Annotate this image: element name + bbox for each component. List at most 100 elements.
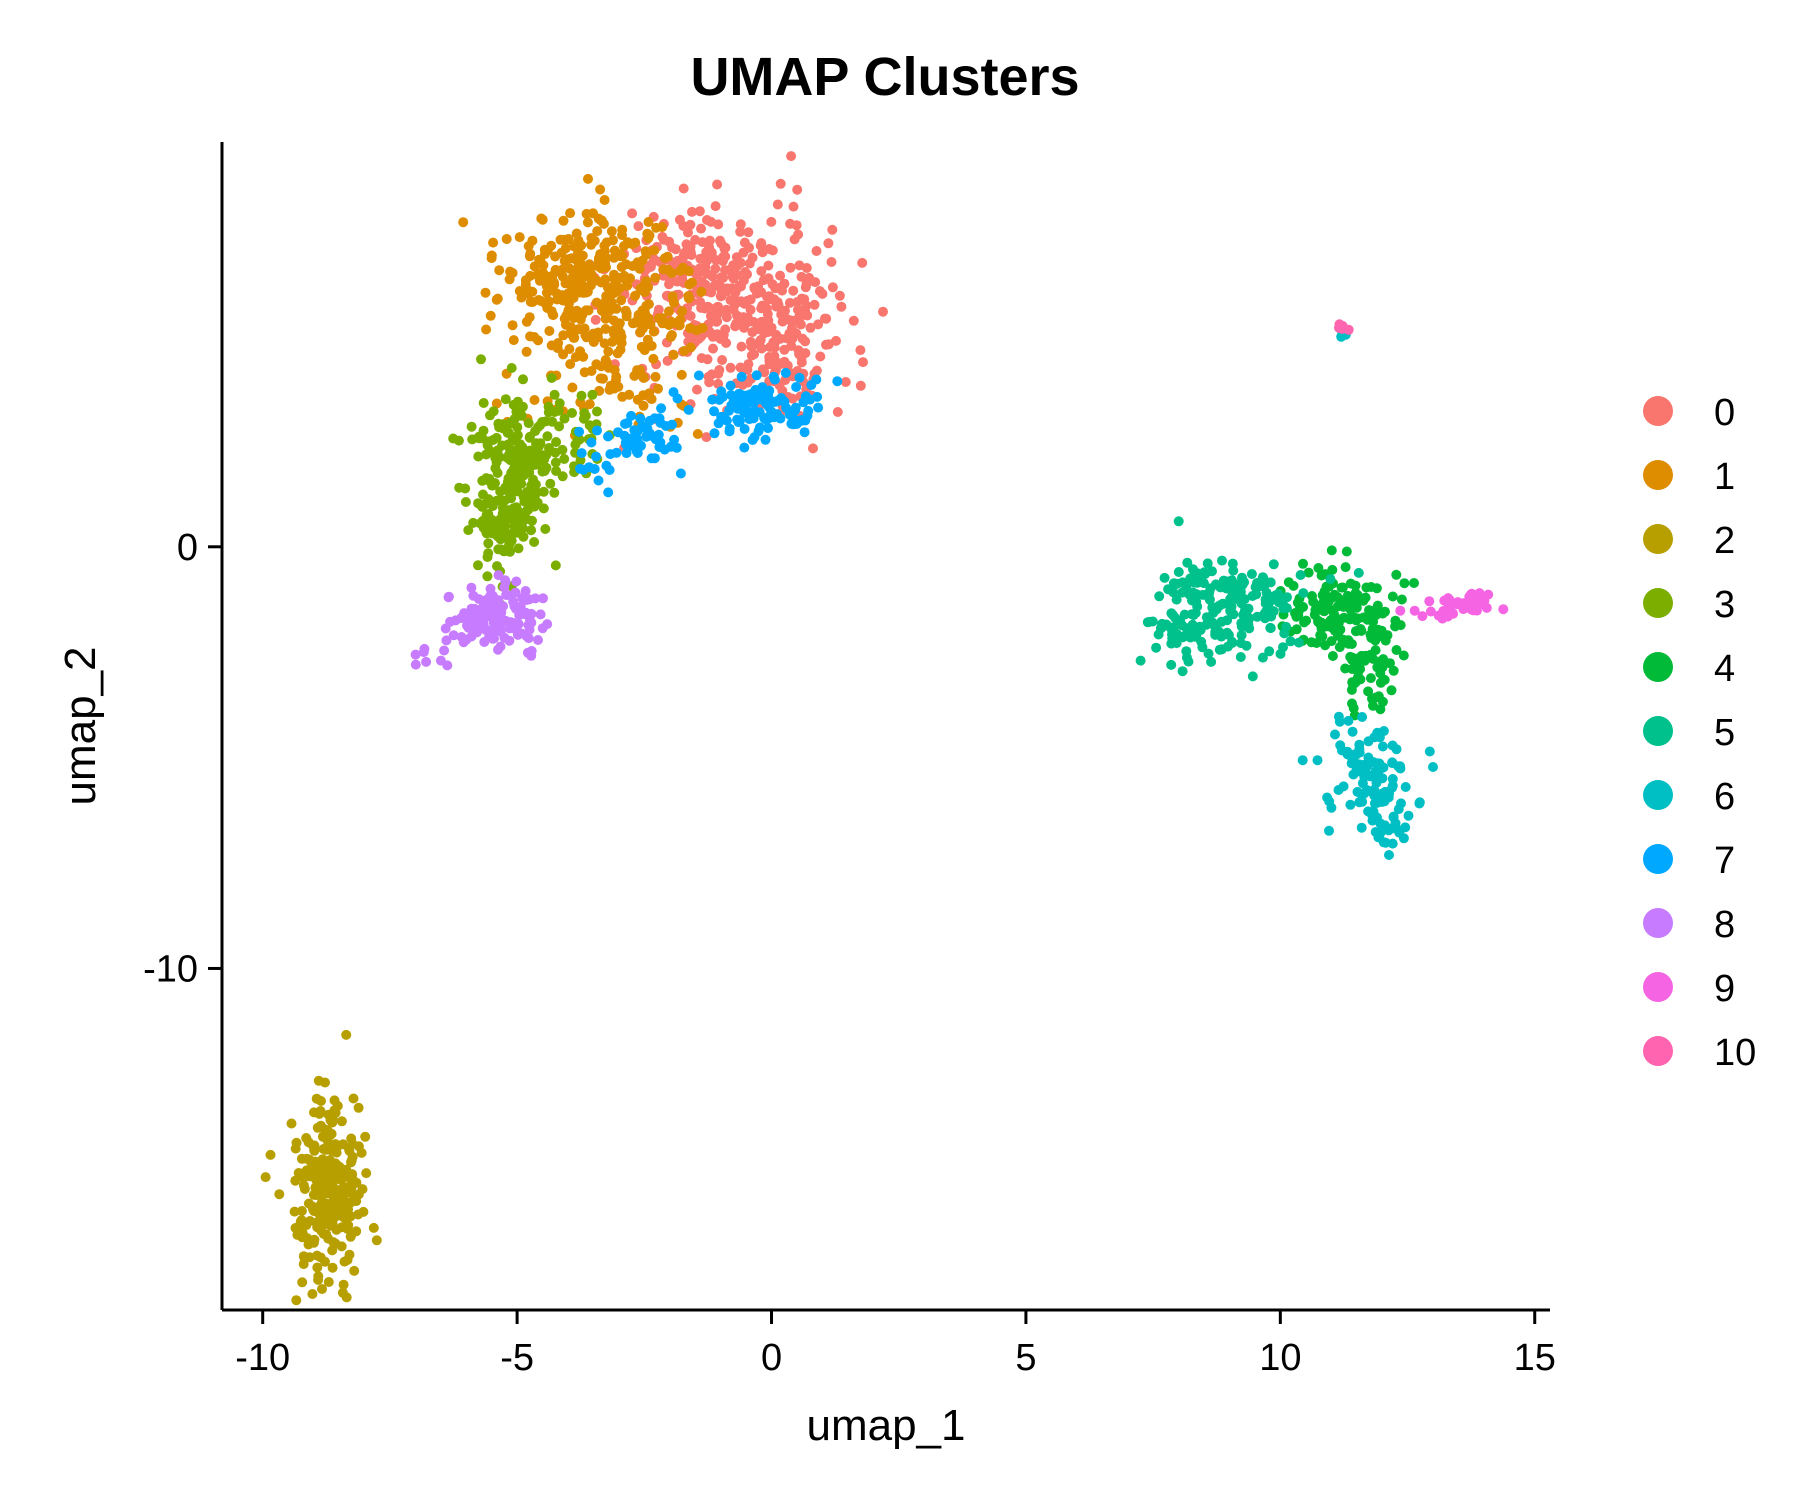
data-point (320, 1077, 330, 1088)
data-point (811, 365, 822, 376)
data-point (329, 1095, 340, 1106)
data-point (517, 593, 528, 603)
data-point (1299, 617, 1310, 628)
data-point (528, 474, 538, 485)
data-point (1159, 572, 1170, 583)
data-point (794, 372, 805, 383)
data-point (716, 272, 727, 283)
data-point (591, 451, 602, 462)
data-point (773, 358, 784, 369)
series-4-points (1275, 545, 1419, 769)
data-point (526, 525, 537, 536)
data-point (357, 1184, 368, 1195)
data-point (1279, 628, 1290, 639)
data-point (1236, 598, 1247, 609)
data-point (448, 630, 459, 641)
data-point (1336, 745, 1347, 756)
data-point (319, 1124, 330, 1135)
data-point (696, 286, 707, 297)
legend-item: 2 (1643, 520, 1735, 562)
data-point (606, 226, 617, 237)
data-point (508, 335, 519, 346)
data-point (1227, 590, 1238, 601)
data-point (1377, 793, 1387, 803)
data-point (748, 340, 759, 351)
data-point (494, 265, 505, 276)
data-point (539, 275, 550, 286)
x-axis-ticks: -10 -5 0 5 10 15 (235, 1310, 1556, 1379)
legend-item: 8 (1643, 904, 1735, 946)
data-point (478, 522, 489, 533)
data-point (514, 508, 524, 519)
legend-item: 5 (1643, 712, 1735, 754)
data-point (481, 449, 492, 460)
data-point (704, 235, 715, 246)
data-point (592, 425, 602, 436)
data-point (338, 1279, 349, 1290)
data-point (559, 454, 570, 464)
data-point (332, 1165, 343, 1176)
data-point (710, 201, 721, 212)
data-point (1188, 564, 1198, 575)
data-point (691, 325, 702, 336)
data-point (578, 413, 589, 424)
data-point (481, 324, 492, 335)
data-point (630, 290, 641, 301)
data-point (466, 421, 477, 432)
data-point (748, 413, 759, 424)
data-point (736, 371, 747, 382)
data-point (491, 495, 502, 506)
data-point (290, 1143, 301, 1154)
data-point (489, 633, 499, 644)
data-point (1400, 782, 1411, 792)
data-point (1371, 771, 1382, 782)
data-point (1349, 749, 1360, 760)
data-point (514, 232, 525, 243)
data-point (460, 497, 471, 507)
data-point (518, 374, 528, 385)
data-point (657, 231, 668, 242)
data-point (1498, 604, 1509, 615)
data-point (509, 521, 520, 532)
data-point (307, 1289, 318, 1299)
data-point (1177, 620, 1188, 631)
data-point (756, 343, 767, 354)
data-point (549, 279, 560, 290)
data-point (1264, 646, 1275, 657)
data-point (511, 576, 522, 587)
data-point (559, 255, 570, 266)
data-point (725, 362, 736, 373)
data-point (558, 291, 569, 302)
data-point (721, 312, 732, 323)
data-point (576, 390, 587, 401)
chart-title: UMAP Clusters (690, 47, 1079, 107)
points-layer (260, 151, 1509, 1306)
data-point (576, 448, 587, 459)
data-point (460, 483, 471, 494)
data-point (1191, 596, 1202, 607)
data-point (435, 655, 446, 666)
data-point (643, 299, 654, 310)
data-point (1356, 822, 1367, 833)
data-point (600, 313, 611, 324)
data-point (1368, 700, 1378, 711)
data-point (709, 428, 720, 439)
data-point (1417, 611, 1428, 622)
data-point (596, 305, 607, 316)
data-point (326, 1184, 337, 1195)
data-point (727, 271, 738, 282)
data-point (1177, 666, 1188, 677)
data-point (761, 303, 772, 314)
data-point (796, 415, 807, 426)
data-point (683, 293, 694, 304)
data-point (543, 295, 554, 306)
data-point (821, 339, 831, 350)
data-point (418, 647, 429, 658)
data-point (878, 306, 888, 317)
data-point (503, 505, 514, 516)
data-point (1213, 626, 1224, 637)
x-tick-label: 0 (761, 1337, 782, 1379)
data-point (458, 217, 469, 228)
data-point (739, 442, 750, 453)
